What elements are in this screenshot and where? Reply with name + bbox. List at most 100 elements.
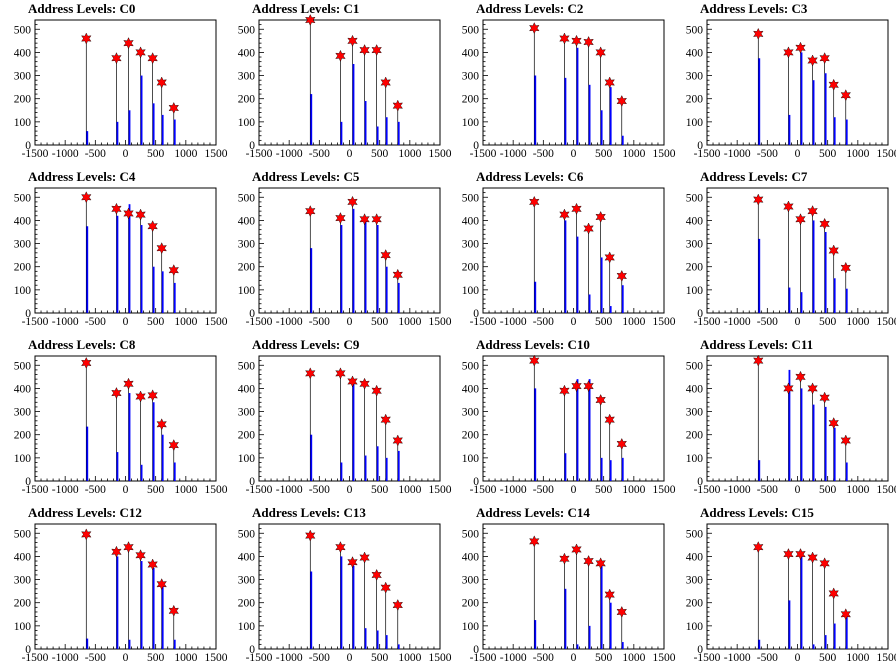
peak-marker — [807, 382, 818, 395]
plot-frame — [34, 19, 217, 146]
y-tick-label: 100 — [238, 117, 256, 129]
x-tick-label: 1000 — [398, 148, 421, 160]
x-tick-label: 500 — [819, 484, 837, 496]
peak-marker — [616, 605, 627, 618]
peak-marker — [559, 208, 570, 221]
x-tick-label: -500 — [757, 316, 778, 328]
x-tick-label: 0 — [571, 652, 577, 664]
y-tick-label: 100 — [462, 117, 480, 129]
x-tick-label: -1500 — [246, 148, 273, 160]
peak-marker — [123, 37, 134, 50]
x-tick-label: 1000 — [846, 148, 869, 160]
x-tick-label: 0 — [795, 484, 801, 496]
panel-title: Address Levels: C3 — [700, 1, 808, 16]
x-tick-label: 1500 — [429, 652, 452, 664]
chart-panel: Address Levels: C6 -1500 -1000 -500 0 500 1000… — [448, 168, 676, 336]
x-tick-label: 0 — [571, 484, 577, 496]
peak-marker — [819, 391, 830, 404]
chart-svg: Address Levels: C7-1500 -1000 -500 0 500 1000… — [686, 169, 896, 328]
x-tick-label: -1000 — [52, 652, 79, 664]
x-tick-label: 500 — [147, 484, 165, 496]
peak-marker — [595, 557, 606, 570]
y-tick-label: 200 — [14, 94, 32, 106]
y-tick-label: 100 — [686, 453, 704, 465]
chart-svg: Address Levels: C9-1500 -1000 -500 0 500 1000… — [238, 337, 452, 496]
plot-frame — [34, 187, 217, 314]
peak-marker — [135, 208, 146, 221]
y-tick-label: 0 — [697, 308, 703, 320]
peak-marker — [156, 242, 167, 255]
y-tick-label: 400 — [14, 383, 32, 395]
peak-marker — [783, 548, 794, 561]
x-tick-label: -500 — [85, 484, 106, 496]
chart-svg: Address Levels: C3-1500 -1000 -500 0 500 1000… — [686, 1, 896, 160]
x-tick-label: 0 — [123, 148, 129, 160]
peak-marker — [559, 384, 570, 397]
panel-title: Address Levels: C2 — [476, 1, 583, 16]
y-tick-label: 200 — [462, 262, 480, 274]
x-tick-label: 1500 — [653, 484, 676, 496]
peak-marker — [335, 212, 346, 225]
x-tick-label: 500 — [595, 652, 613, 664]
plot-frame — [706, 187, 889, 314]
x-tick-label: 1000 — [846, 316, 869, 328]
x-tick-label: -1000 — [276, 484, 303, 496]
x-tick-label: 500 — [147, 316, 165, 328]
peak-marker — [359, 377, 370, 390]
peak-marker — [123, 207, 134, 220]
chart-panel: Address Levels: C12 -1500 -1000 -500 0 500 100… — [0, 504, 228, 672]
peak-marker — [529, 195, 540, 208]
y-tick-label: 500 — [238, 24, 256, 36]
x-tick-label: 1500 — [653, 316, 676, 328]
x-tick-label: -500 — [533, 484, 554, 496]
peak-marker — [753, 354, 764, 367]
peak-marker — [347, 375, 358, 388]
x-tick-label: -1000 — [52, 484, 79, 496]
chart-svg: Address Levels: C5-1500 -1000 -500 0 500 1000… — [238, 169, 452, 328]
panel-title: Address Levels: C6 — [476, 169, 584, 184]
x-tick-label: 0 — [795, 316, 801, 328]
x-tick-label: -1000 — [724, 316, 751, 328]
x-tick-label: 1500 — [429, 148, 452, 160]
x-tick-label: -1500 — [470, 652, 497, 664]
x-tick-label: 1000 — [398, 652, 421, 664]
chart-panel: Address Levels: C13 -1500 -1000 -500 0 500 100… — [224, 504, 452, 672]
peak-marker — [359, 213, 370, 226]
peak-marker — [571, 202, 582, 215]
y-tick-label: 300 — [686, 407, 704, 419]
y-tick-label: 500 — [238, 360, 256, 372]
x-tick-label: 1500 — [205, 484, 228, 496]
peak-marker — [335, 49, 346, 62]
y-tick-label: 200 — [462, 94, 480, 106]
panel-title: Address Levels: C11 — [700, 337, 813, 352]
peak-marker — [81, 191, 92, 204]
peak-marker — [571, 380, 582, 393]
x-tick-label: -1500 — [470, 316, 497, 328]
y-tick-label: 0 — [473, 644, 479, 656]
y-tick-label: 500 — [14, 24, 32, 36]
peak-marker — [604, 588, 615, 601]
peak-marker — [392, 268, 403, 281]
y-tick-label: 200 — [238, 430, 256, 442]
chart-svg: Address Levels: C12 -1500 -1000 -500 0 500 100… — [14, 505, 228, 664]
x-tick-label: -1500 — [694, 316, 721, 328]
y-tick-label: 100 — [14, 453, 32, 465]
peak-marker — [111, 387, 122, 400]
plot-frame — [34, 523, 217, 650]
peak-marker — [335, 541, 346, 554]
peak-marker — [807, 54, 818, 67]
peak-marker — [828, 244, 839, 257]
peak-marker — [583, 36, 594, 48]
peak-marker — [583, 555, 594, 568]
y-tick-label: 400 — [14, 215, 32, 227]
x-tick-label: -1000 — [276, 652, 303, 664]
y-tick-label: 200 — [462, 598, 480, 610]
chart-svg: Address Levels: C10 -1500 -1000 -500 0 500 100… — [462, 337, 676, 496]
y-tick-label: 500 — [686, 360, 704, 372]
peak-marker — [347, 34, 358, 47]
y-tick-label: 200 — [686, 262, 704, 274]
chart-svg: Address Levels: C2-1500 -1000 -500 0 500 1000… — [462, 1, 676, 160]
x-tick-label: -500 — [533, 652, 554, 664]
y-tick-label: 500 — [462, 192, 480, 204]
x-tick-label: 1000 — [174, 652, 197, 664]
